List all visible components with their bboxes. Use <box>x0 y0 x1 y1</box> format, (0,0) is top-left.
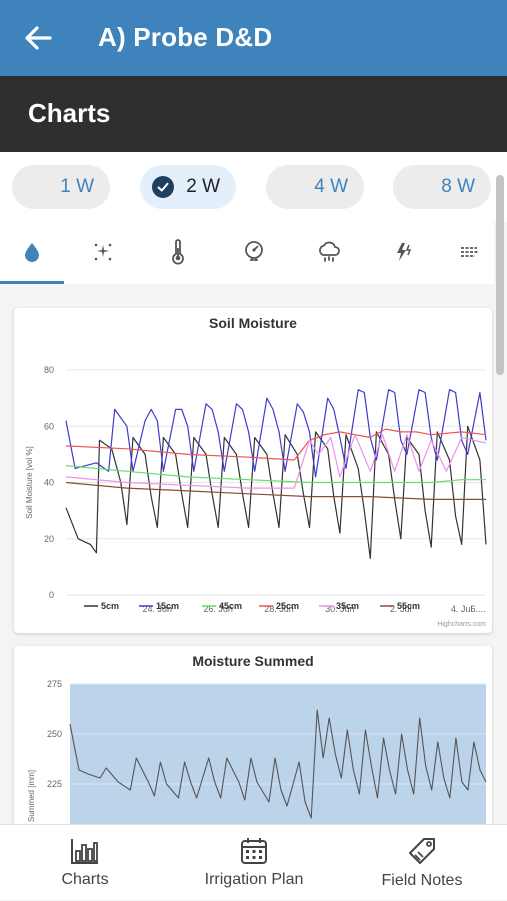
lightning-icon <box>397 243 412 261</box>
x-tick-label: 4. Jul <box>451 604 473 614</box>
water-drop-icon <box>25 243 39 262</box>
thermometer-icon <box>172 239 184 265</box>
charts-content[interactable]: Soil Moisture 0 20 40 60 80 Soil Moisture [vol… <box>0 284 494 824</box>
range-chip-4w[interactable]: 4 W <box>266 165 364 209</box>
y-axis-label: Soil Moisture [vol %] <box>25 446 34 518</box>
nav-charts[interactable]: Charts <box>40 825 130 901</box>
scrollbar[interactable] <box>496 175 504 375</box>
cloud-rain-icon <box>319 241 340 262</box>
y-tick-label: 225 <box>47 779 62 789</box>
section-title: Charts <box>28 98 111 128</box>
range-selector: 1 W 2 W 4 W 8 W <box>0 152 507 222</box>
x-tick-label: 26. Jun <box>203 604 233 614</box>
x-tick-label: 30. Jun <box>325 604 355 614</box>
range-chip-8w[interactable]: 8 W <box>393 165 491 209</box>
chart-credit: Highcharts.com <box>437 621 486 628</box>
range-chip-label: 4 W <box>314 176 348 197</box>
tab-temperature[interactable] <box>146 222 210 282</box>
plot-background <box>70 684 486 824</box>
section-header: Charts <box>0 76 507 152</box>
calendar-icon <box>241 838 267 864</box>
x-tick-label: 28. Jun <box>264 604 294 614</box>
range-chip-label: 8 W <box>441 176 475 197</box>
series-line <box>65 389 487 478</box>
x-tick-label: 6.... <box>470 604 485 614</box>
nav-label: Charts <box>61 871 109 888</box>
sparkle-icon <box>94 243 112 261</box>
y-tick-label: 250 <box>47 729 62 739</box>
bottom-navigation: Charts Irrigation Plan Field Notes <box>0 824 507 900</box>
series-line <box>65 428 487 461</box>
tag-icon <box>409 838 435 864</box>
y-tick-label: 40 <box>44 478 54 488</box>
range-chip-label: 2 W <box>186 176 220 197</box>
series-line <box>65 425 487 559</box>
legend-item: 15cm <box>156 601 179 611</box>
chart-title: Moisture Summed <box>192 653 313 669</box>
arrow-back-icon[interactable] <box>22 22 54 54</box>
tab-electrical[interactable] <box>372 222 436 282</box>
y-axis-label-group: Soil Moisture [vol %] <box>25 446 34 518</box>
range-chip-label: 1 W <box>60 176 94 197</box>
gauge-icon <box>245 241 263 261</box>
tab-wind[interactable] <box>446 222 494 282</box>
series-line <box>65 434 487 489</box>
range-chip-2w[interactable]: 2 W <box>140 165 236 209</box>
page-title: A) Probe D&D <box>98 22 273 52</box>
check-icon <box>152 176 175 198</box>
range-chip-1w[interactable]: 1 W <box>12 165 110 209</box>
nav-irrigation-plan[interactable]: Irrigation Plan <box>190 825 318 901</box>
tab-indicator <box>0 281 64 284</box>
legend-item: 55cm <box>397 601 420 611</box>
moisture-summed-chart: Moisture Summed 225 250 275 Summed [mm] <box>27 653 487 824</box>
y-tick-label: 60 <box>44 421 54 431</box>
legend-item: 5cm <box>101 601 119 611</box>
y-tick-label: 275 <box>47 679 62 689</box>
x-tick-label: 2. Jul <box>390 604 412 614</box>
wind-icon <box>461 247 479 257</box>
tab-sparkle[interactable] <box>71 222 135 282</box>
nav-label: Irrigation Plan <box>204 871 304 888</box>
sensor-tabs <box>0 222 494 284</box>
y-tick-label: 80 <box>44 365 54 375</box>
y-axis-label-group: Summed [mm] <box>27 770 36 822</box>
x-tick-label: 24. Jun <box>143 604 173 614</box>
y-tick-label: 20 <box>44 534 54 544</box>
series-line <box>69 709 487 819</box>
legend-item: 25cm <box>276 601 299 611</box>
chart-title: Soil Moisture <box>209 315 297 331</box>
legend-item: 45cm <box>219 601 242 611</box>
nav-field-notes[interactable]: Field Notes <box>368 825 476 901</box>
nav-label: Field Notes <box>381 872 463 889</box>
y-axis-label: Summed [mm] <box>27 770 36 822</box>
legend-item: 35cm <box>336 601 359 611</box>
bar-chart-icon <box>71 839 98 864</box>
moisture-summed-card: Moisture Summed 225 250 275 Summed [mm] <box>14 646 492 824</box>
soil-moisture-chart: Soil Moisture 0 20 40 60 80 Soil Moisture [vol… <box>25 315 487 628</box>
tab-pressure[interactable] <box>222 222 286 282</box>
tab-moisture[interactable] <box>0 222 64 282</box>
y-tick-label: 0 <box>49 590 54 600</box>
series-line <box>65 465 486 484</box>
series-line <box>65 481 486 500</box>
app-bar: A) Probe D&D <box>0 0 507 76</box>
soil-moisture-card: Soil Moisture 0 20 40 60 80 Soil Moisture [vol… <box>14 308 492 633</box>
tab-rain[interactable] <box>297 222 361 282</box>
